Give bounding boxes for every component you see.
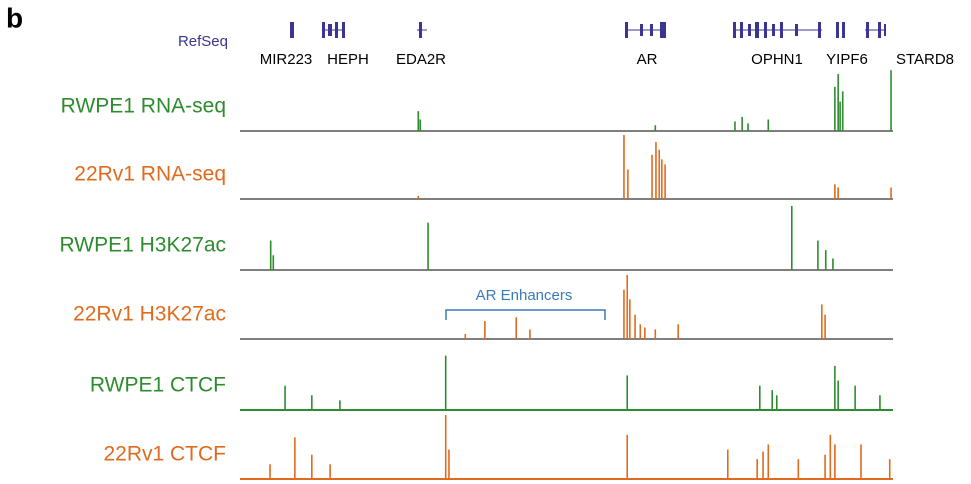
gene-label: HEPH (327, 51, 369, 68)
gene-label: STARD8 (896, 51, 954, 68)
refseq-label: RefSeq (178, 33, 228, 50)
track-label: 22Rv1 RNA-seq (74, 163, 226, 186)
annotation-text: AR Enhancers (476, 287, 573, 304)
track-label: 22Rv1 H3K27ac (73, 303, 226, 326)
panel-label: b (6, 2, 23, 33)
track-label: 22Rv1 CTCF (103, 443, 226, 466)
gene-label: AR (637, 51, 658, 68)
gene-label: MIR223 (260, 51, 313, 68)
track-label: RWPE1 H3K27ac (59, 234, 226, 257)
gene-label: EDA2R (396, 51, 446, 68)
gene-glyphs (290, 22, 886, 38)
annotation-bracket (445, 309, 606, 320)
track-label: RWPE1 CTCF (90, 374, 226, 397)
gene-label: OPHN1 (751, 51, 803, 68)
track-label: RWPE1 RNA-seq (61, 95, 226, 118)
gene-label: YIPF6 (826, 51, 868, 68)
